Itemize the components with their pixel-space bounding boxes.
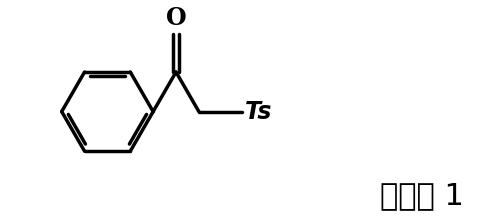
Text: Ts: Ts	[245, 100, 272, 124]
Text: O: O	[165, 6, 186, 30]
Text: 化合物 1: 化合物 1	[380, 181, 463, 210]
